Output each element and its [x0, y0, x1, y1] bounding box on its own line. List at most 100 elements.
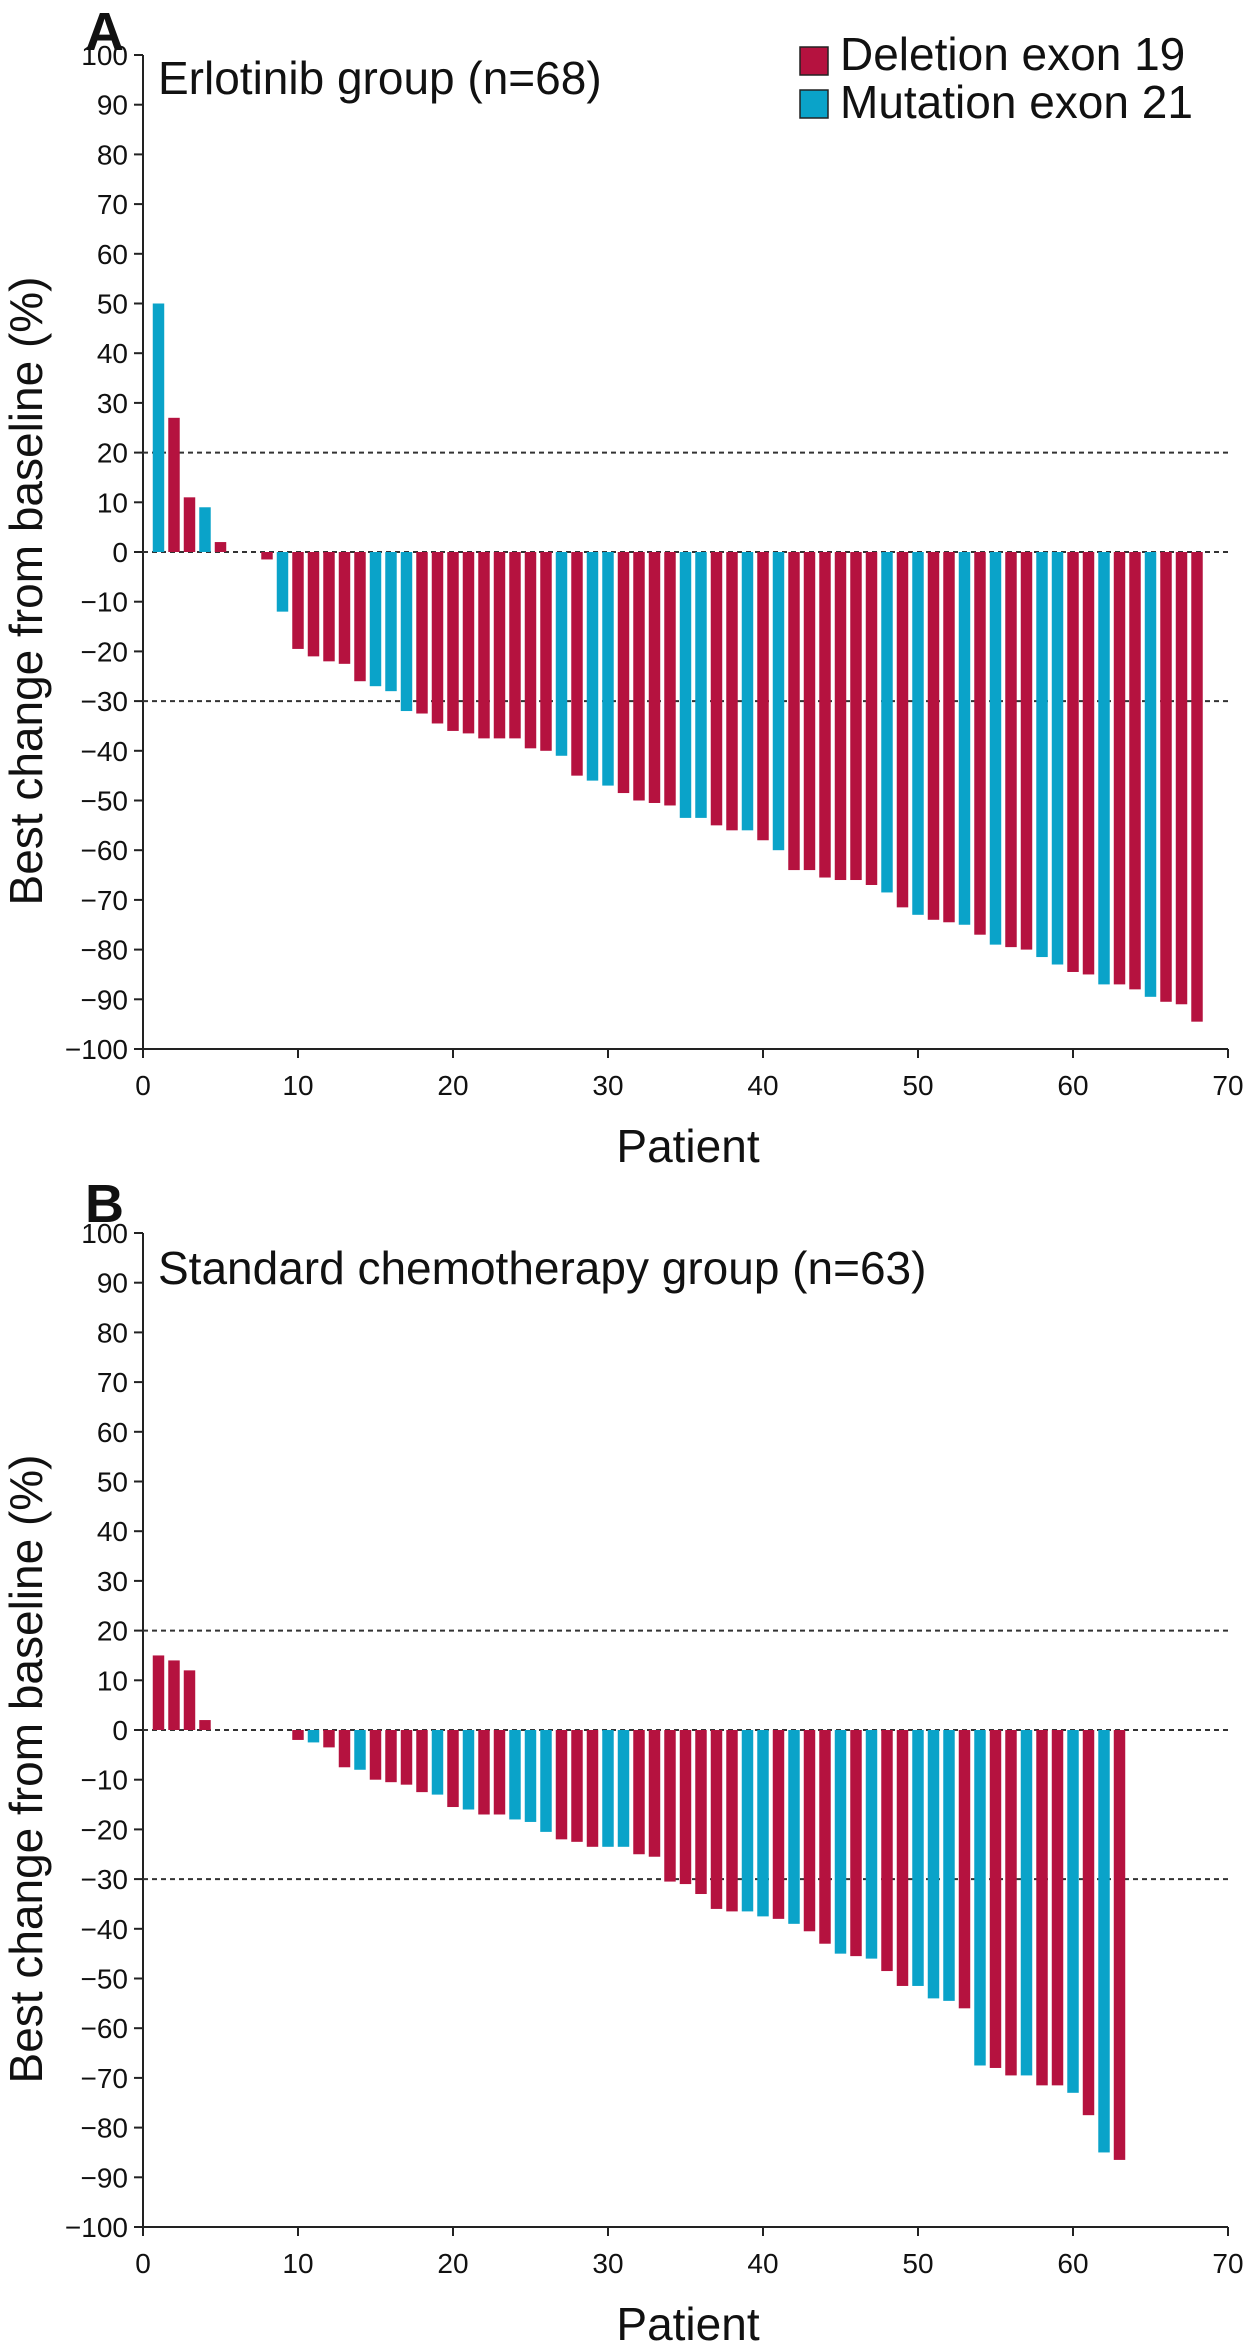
x-tick-label: 30	[592, 2248, 623, 2279]
y-tick-label: −90	[81, 2162, 129, 2193]
bar	[493, 1730, 506, 1815]
panel-letter: B	[85, 1174, 124, 1234]
y-tick-label: 40	[97, 1516, 128, 1547]
y-tick-label: −80	[81, 2113, 129, 2144]
bar	[865, 552, 878, 885]
bar	[695, 1730, 707, 1895]
plot-area: 1009080706050403020100−10−20−30−40−50−60…	[65, 1218, 1244, 2279]
bar	[912, 1730, 924, 1986]
bar	[1036, 1730, 1048, 2086]
y-tick-label: 100	[81, 1218, 128, 1249]
bar	[803, 552, 816, 871]
x-tick-label: 70	[1212, 2248, 1243, 2279]
y-tick-label: 90	[97, 1268, 128, 1299]
bar	[772, 1730, 785, 1919]
y-tick-label: −10	[81, 587, 129, 618]
bar	[276, 552, 289, 612]
x-tick-label: 30	[592, 1070, 623, 1101]
bar	[664, 552, 676, 806]
bar	[664, 1730, 676, 1882]
y-axis-title: Best change from baseline (%)	[0, 277, 52, 906]
plot-area: 1009080706050403020100−10−20−30−40−50−60…	[65, 40, 1244, 1101]
bar	[633, 1730, 645, 1855]
legend-label-mutation: Mutation exon 21	[840, 76, 1193, 128]
bar	[447, 1730, 459, 1808]
bar	[617, 1730, 630, 1847]
x-tick-label: 70	[1212, 1070, 1243, 1101]
legend-swatch-mutation	[799, 89, 829, 119]
bar	[1160, 552, 1172, 1002]
bar	[1098, 1730, 1110, 2153]
y-tick-label: 10	[97, 1665, 128, 1696]
y-tick-label: 30	[97, 388, 128, 419]
y-tick-label: 80	[97, 139, 128, 170]
panel-title: Erlotinib group (n=68)	[158, 52, 602, 104]
bar	[214, 542, 227, 552]
bar	[354, 552, 366, 682]
bar	[1036, 552, 1048, 958]
bar	[788, 1730, 800, 1924]
x-tick-label: 0	[135, 2248, 151, 2279]
bar	[1191, 552, 1203, 1022]
legend: Deletion exon 19 Mutation exon 21	[799, 28, 1193, 128]
bar	[741, 552, 754, 831]
y-tick-label: −20	[81, 636, 129, 667]
bar	[323, 552, 335, 662]
bar	[1005, 552, 1017, 948]
bar	[385, 552, 397, 692]
bar	[803, 1730, 816, 1932]
y-tick-label: 0	[112, 1715, 128, 1746]
y-tick-label: −60	[81, 835, 129, 866]
bar	[648, 552, 661, 803]
y-tick-label: 70	[97, 1367, 128, 1398]
y-tick-label: −90	[81, 984, 129, 1015]
y-tick-label: 70	[97, 189, 128, 220]
bar	[183, 497, 196, 552]
bar	[974, 1730, 986, 2066]
bar	[307, 552, 320, 657]
bar	[400, 552, 413, 712]
bar	[617, 552, 630, 794]
bar	[927, 1730, 940, 1999]
y-tick-label: −50	[81, 1964, 129, 1995]
bar	[1144, 552, 1157, 997]
bar	[896, 552, 909, 908]
bar	[555, 1730, 568, 1840]
bar	[695, 552, 707, 818]
panel-letter: A	[85, 2, 124, 62]
y-tick-label: −70	[81, 885, 129, 916]
bar	[679, 552, 692, 818]
bar	[989, 552, 1002, 945]
y-tick-label: 90	[97, 90, 128, 121]
bar	[509, 1730, 521, 1820]
bar	[509, 552, 521, 739]
y-tick-label: 10	[97, 487, 128, 518]
y-tick-label: −100	[65, 1034, 128, 1065]
bar	[819, 1730, 831, 1944]
y-tick-label: 20	[97, 1616, 128, 1647]
bar	[478, 552, 490, 739]
x-tick-label: 10	[282, 1070, 313, 1101]
bar	[710, 552, 723, 826]
bar	[524, 1730, 537, 1822]
y-tick-label: 40	[97, 338, 128, 369]
bar	[462, 1730, 475, 1810]
bar	[261, 552, 273, 560]
y-tick-label: −100	[65, 2212, 128, 2243]
y-tick-label: −60	[81, 2013, 129, 2044]
bar	[1051, 1730, 1064, 2086]
bar	[152, 303, 165, 552]
y-tick-label: 80	[97, 1317, 128, 1348]
bar	[1067, 1730, 1079, 2093]
bar	[741, 1730, 754, 1912]
bar	[385, 1730, 397, 1783]
bar	[338, 552, 351, 664]
bar	[1051, 552, 1064, 965]
bar	[958, 552, 971, 925]
x-tick-label: 0	[135, 1070, 151, 1101]
bar	[850, 552, 862, 881]
panel-a: A Erlotinib group (n=68) Best change fro…	[0, 2, 1244, 1172]
bar	[586, 1730, 599, 1847]
bar	[602, 552, 614, 786]
x-axis-title: Patient	[616, 2298, 759, 2350]
